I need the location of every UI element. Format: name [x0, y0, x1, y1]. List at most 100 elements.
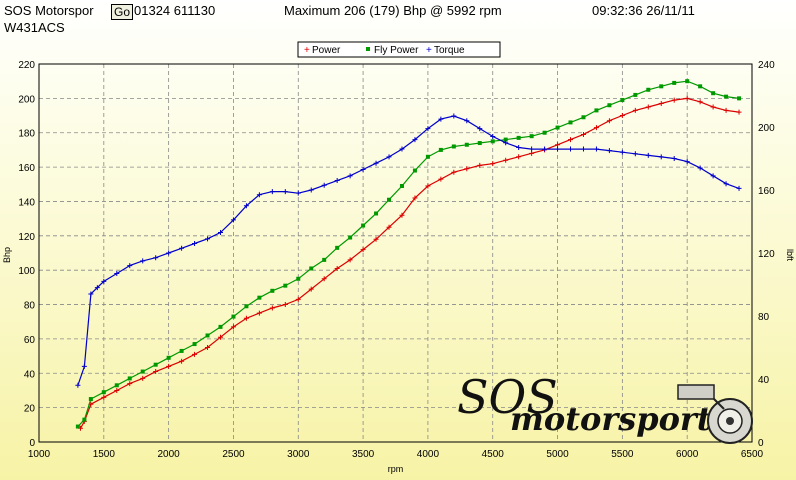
turbo-icon [677, 384, 753, 444]
y-tick-label: 0 [29, 438, 35, 449]
power-point [516, 154, 522, 160]
torque-point [568, 146, 574, 152]
torque-point [256, 192, 262, 198]
torque-point [593, 146, 599, 152]
x-tick-label: 5500 [611, 449, 634, 460]
fly-power-point [82, 417, 87, 422]
legend-power-marker: + [304, 45, 310, 56]
power-point [697, 99, 703, 105]
fly-power-line [77, 80, 740, 427]
torque-point [555, 146, 561, 152]
fly-power-point [166, 355, 171, 360]
fly-power-point [322, 257, 327, 262]
torque-point [425, 126, 431, 132]
power-point [619, 113, 625, 119]
power-point [373, 236, 379, 242]
power-point [710, 104, 716, 110]
torque-point [373, 160, 379, 166]
torque-point [477, 126, 483, 132]
maximum-power-readout: Maximum 206 (179) Bhp @ 5992 rpm [284, 3, 502, 18]
power-point [503, 157, 509, 163]
series-group [75, 79, 742, 431]
fly-power-point [438, 147, 443, 152]
torque-point [321, 182, 327, 188]
legend-torque-marker: + [426, 45, 432, 56]
timestamp: 09:32:36 26/11/11 [592, 3, 695, 18]
torque-point [529, 146, 535, 152]
power-point [153, 369, 159, 375]
fly-power-point [685, 79, 690, 84]
y2-tick-label: 160 [758, 186, 775, 197]
fly-power-point [412, 168, 417, 173]
torque-point [192, 241, 198, 247]
power-point [412, 195, 418, 201]
fly-power-point [153, 362, 158, 367]
y-tick-label: 200 [18, 94, 35, 105]
y-axis-label: Bhp [2, 247, 12, 263]
power-point [334, 265, 340, 271]
fly-power-point [425, 154, 430, 159]
y-tick-label: 80 [24, 301, 36, 312]
power-point [192, 351, 198, 357]
fly-power-point [724, 94, 729, 99]
power-point [360, 247, 366, 253]
fly-power-point [257, 295, 262, 300]
fly-power-point [114, 383, 119, 388]
legend-power-label: Power [312, 45, 341, 56]
y2-tick-label: 0 [758, 438, 764, 449]
fly-power-point [672, 80, 677, 85]
torque-point [697, 165, 703, 171]
fly-power-point [101, 390, 106, 395]
torque-point [114, 270, 120, 276]
y-tick-label: 100 [18, 266, 35, 277]
power-point [282, 302, 288, 308]
fly-power-point [283, 283, 288, 288]
fly-power-point [309, 266, 314, 271]
fly-power-point [698, 84, 703, 89]
fly-power-point [464, 142, 469, 147]
fly-power-point [179, 348, 184, 353]
fly-power-point [568, 120, 573, 125]
fly-power-point [75, 424, 80, 429]
torque-point [386, 154, 392, 160]
fly-power-point [374, 211, 379, 216]
x-axis-label: rpm [388, 464, 404, 474]
x-tick-label: 6000 [676, 449, 699, 460]
fly-power-point [205, 333, 210, 338]
x-tick-label: 1500 [93, 449, 116, 460]
fly-power-point [361, 223, 366, 228]
power-point [114, 387, 120, 393]
fly-power-point [646, 87, 651, 92]
y2-tick-label: 200 [758, 123, 775, 134]
x-tick-label: 1000 [28, 449, 51, 460]
fly-power-point [348, 235, 353, 240]
power-point [179, 358, 185, 364]
y-tick-label: 180 [18, 129, 35, 140]
fly-power-point [594, 108, 599, 113]
fly-power-point [270, 288, 275, 293]
torque-point [632, 151, 638, 157]
torque-point [684, 159, 690, 165]
torque-point [334, 178, 340, 184]
go-button[interactable]: Go [111, 4, 133, 20]
torque-point [127, 263, 133, 269]
plot-frame [38, 63, 753, 443]
fly-power-point [516, 135, 521, 140]
x-tick-label: 3500 [352, 449, 375, 460]
power-point [205, 345, 211, 350]
fly-power-point [581, 115, 586, 120]
torque-point [217, 230, 223, 236]
fly-power-point [192, 342, 197, 347]
y-tick-label: 60 [24, 335, 36, 346]
power-point [464, 166, 470, 172]
torque-point [723, 181, 729, 187]
fly-power-point [529, 134, 534, 139]
y2-tick-label: 240 [758, 60, 775, 71]
power-point [736, 109, 742, 115]
company-name: SOS Motorspor [4, 3, 94, 18]
y-tick-label: 20 [24, 404, 36, 415]
grid-lines [38, 63, 753, 443]
x-tick-label: 2000 [158, 449, 181, 460]
torque-point [503, 140, 509, 146]
torque-point [360, 167, 366, 173]
